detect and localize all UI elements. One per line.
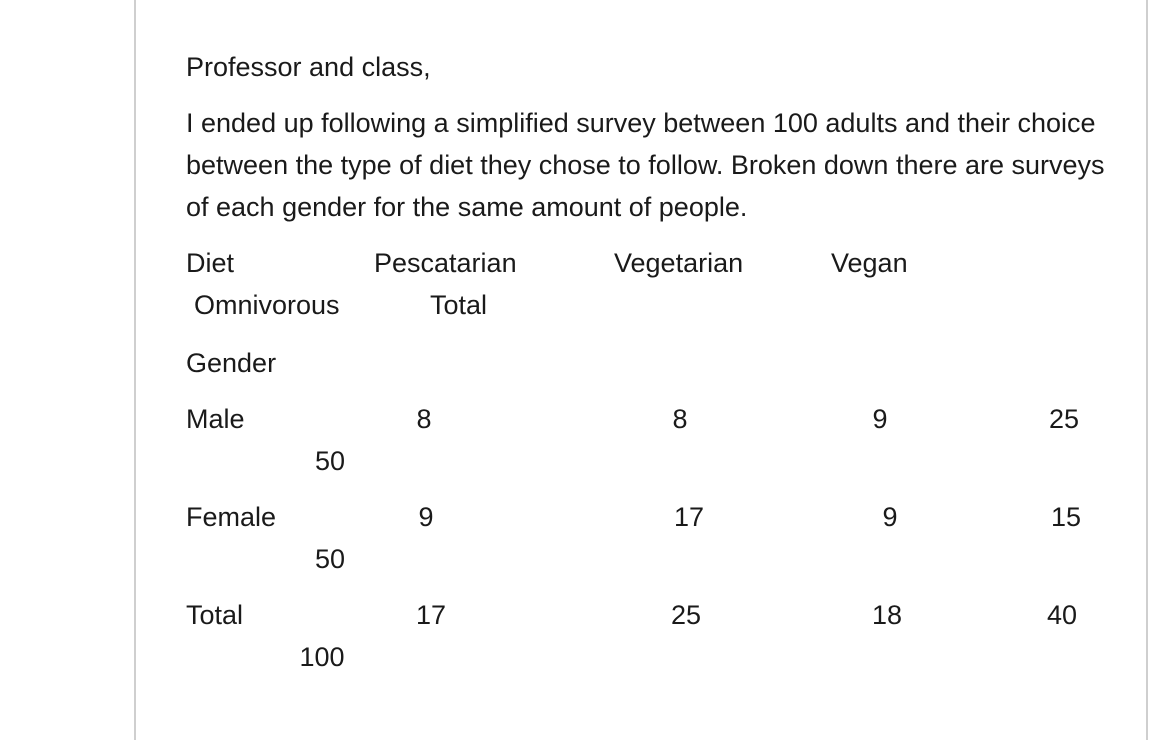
post-intro: I ended up following a simplified survey… [186,108,1105,222]
column-header-omnivorous: Omnivorous [194,290,340,320]
column-header-total: Total [430,290,488,320]
cell-female-omnivorous: 15 [1050,502,1082,532]
cell-total-omnivorous: 40 [1046,600,1078,630]
cell-female-total: 50 [314,544,346,574]
cell-male-vegetarian: 8 [672,404,688,434]
cell-total-total: 100 [299,642,345,672]
cell-total-pescatarian: 17 [415,600,447,630]
cell-female-pescatarian: 9 [418,502,434,532]
row-label-female: Female [186,502,277,532]
row-group-gender: Gender [186,348,277,378]
right-border [1146,0,1148,740]
row-label-male: Male [186,404,245,434]
cell-male-omnivorous: 25 [1048,404,1080,434]
cell-female-vegetarian: 17 [673,502,705,532]
cell-total-vegetarian: 25 [670,600,702,630]
cell-male-total: 50 [314,446,346,476]
cell-male-pescatarian: 8 [416,404,432,434]
table-header-diet: Diet [186,248,235,278]
left-border [134,0,136,740]
row-label-total: Total [186,600,244,630]
column-header-pescatarian: Pescatarian [374,248,517,278]
cell-male-vegan: 9 [872,404,888,434]
column-header-vegan: Vegan [831,248,908,278]
post-greeting: Professor and class, [186,52,431,82]
cell-female-vegan: 9 [882,502,898,532]
cell-total-vegan: 18 [871,600,903,630]
column-header-vegetarian: Vegetarian [614,248,744,278]
